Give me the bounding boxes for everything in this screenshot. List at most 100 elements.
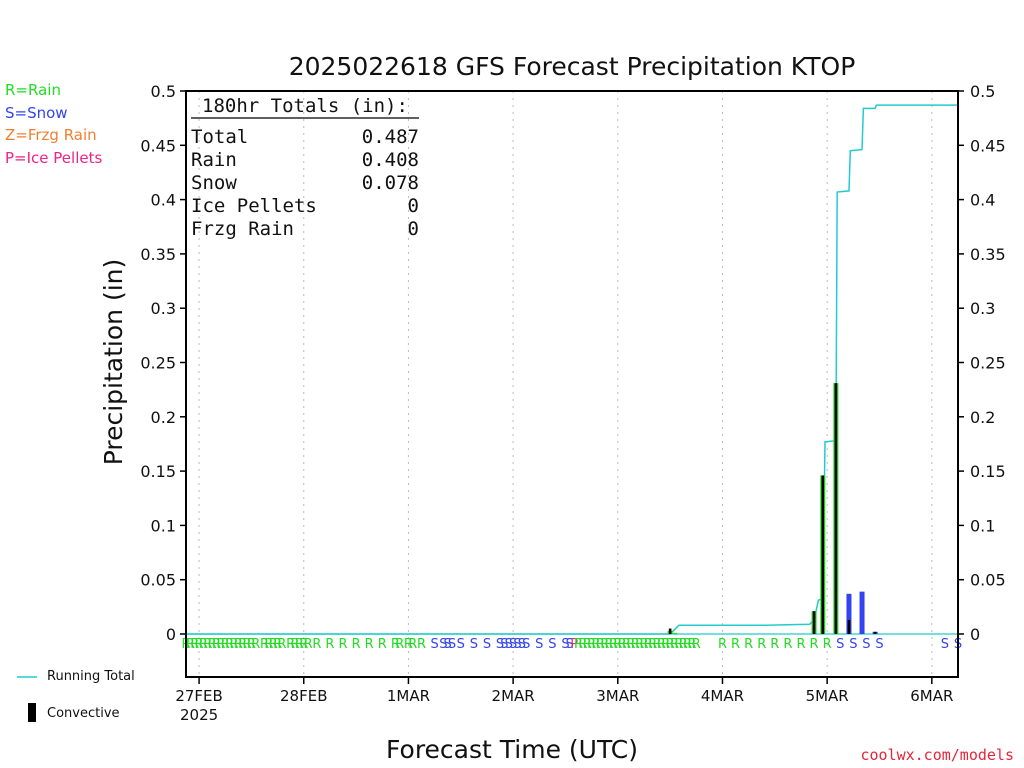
precip-type-marker: S <box>448 637 456 652</box>
legend-frzg-rain: Z=Frzg Rain <box>5 126 97 144</box>
y-tick-label-right: 0.45 <box>970 136 1006 155</box>
precip-type-marker: R <box>378 637 387 652</box>
precip-type-marker: R <box>395 637 404 652</box>
precip-type-marker: S <box>836 637 844 652</box>
x-tick-label: 3MAR <box>596 687 639 705</box>
y-tick-label-left: 0 <box>166 625 176 644</box>
precip-bar <box>846 593 852 634</box>
precip-type-marker: R <box>251 637 260 652</box>
precip-type-marker: S <box>522 637 530 652</box>
precip-type-marker: R <box>417 637 426 652</box>
totals-row-value: 0.408 <box>362 149 419 171</box>
x-tick-label: 5MAR <box>806 687 849 705</box>
precip-type-marker: S <box>941 637 949 652</box>
precip-type-marker: S <box>849 637 857 652</box>
precip-type-marker: R <box>221 637 230 652</box>
precip-type-marker: R <box>731 637 740 652</box>
precip-type-marker: R <box>312 637 321 652</box>
x-tick-sublabel: 2025 <box>180 706 218 724</box>
precip-type-marker: R <box>408 637 417 652</box>
precip-type-marker: S <box>500 637 508 652</box>
plot-area-frame <box>185 90 959 678</box>
convective-bar <box>834 383 838 634</box>
precip-type-marker: R <box>596 637 605 652</box>
precip-type-marker: S <box>457 637 465 652</box>
legend-running-total: Running Total <box>47 669 135 684</box>
precip-type-marker: R <box>657 637 666 652</box>
legend-ice-pellets: P=Ice Pellets <box>5 149 103 167</box>
precip-type-marker: R <box>574 637 583 652</box>
precip-type-marker: R <box>391 637 400 652</box>
precip-type-marker: R <box>687 637 696 652</box>
x-tick-label: 28FEB <box>280 687 327 705</box>
precip-type-marker: R <box>823 637 832 652</box>
precip-type-marker: R <box>295 637 304 652</box>
precip-type-marker: R <box>269 637 278 652</box>
precip-type-marker: R <box>618 637 627 652</box>
x-tick-label: 6MAR <box>910 687 953 705</box>
precip-type-marker: S <box>548 637 556 652</box>
precip-type-marker: S <box>566 637 574 652</box>
y-tick-label-left: 0.25 <box>140 354 176 373</box>
precip-type-marker: R <box>365 637 374 652</box>
totals-row-label: Frzg Rain <box>191 218 294 240</box>
totals-row-value: 0.078 <box>362 172 419 194</box>
precip-type-marker: R <box>631 637 640 652</box>
precip-type-marker: R <box>291 637 300 652</box>
precip-type-marker: R <box>212 637 221 652</box>
totals-row-value: 0 <box>408 195 419 217</box>
y-tick-label-right: 0.4 <box>970 191 995 210</box>
y-tick-label-left: 0.15 <box>140 462 176 481</box>
precip-type-marker: S <box>444 637 452 652</box>
precip-type-marker: R <box>796 637 805 652</box>
precip-type-marker: S <box>535 637 543 652</box>
running-total-line <box>186 104 958 635</box>
precip-type-marker: R <box>203 637 212 652</box>
precip-type-marker: R <box>661 637 670 652</box>
precip-type-marker: S <box>430 637 438 652</box>
precip-type-marker: R <box>644 637 653 652</box>
precip-type-marker: R <box>783 637 792 652</box>
y-tick-label-left: 0.4 <box>151 191 176 210</box>
x-tick-label: 2MAR <box>492 687 535 705</box>
x-tick-label: 1MAR <box>387 687 430 705</box>
precip-type-marker: R <box>683 637 692 652</box>
precip-type-marker: R <box>648 637 657 652</box>
running-total-layer <box>186 104 958 635</box>
precip-type-marker: R <box>587 637 596 652</box>
chart-title: 2025022618 GFS Forecast Precipitation KT… <box>289 52 856 81</box>
y-tick-label-right: 0.15 <box>970 462 1006 481</box>
precip-bar <box>859 591 865 634</box>
y-tick-label-left: 0.35 <box>140 245 176 264</box>
precip-type-marker: R <box>286 637 295 652</box>
x-axis-label: Forecast Time (UTC) <box>386 735 638 764</box>
precip-type-marker: R <box>229 637 238 652</box>
y-tick-label-right: 0.1 <box>970 516 995 535</box>
precip-type-marker: R <box>613 637 622 652</box>
precip-type-marker: S <box>561 637 569 652</box>
precip-type-marker: R <box>243 637 252 652</box>
source-credit: coolwx.com/models <box>860 746 1014 764</box>
precip-type-marker: R <box>635 637 644 652</box>
precip-type-marker: S <box>470 637 478 652</box>
precip-type-marker: R <box>770 637 779 652</box>
precip-type-marker: S <box>509 637 517 652</box>
precip-type-marker: R <box>653 637 662 652</box>
convective-bar <box>668 628 672 634</box>
precip-type-marker: S <box>862 637 870 652</box>
legend-snow: S=Snow <box>5 104 68 122</box>
precip-type-marker: R <box>583 637 592 652</box>
precip-type-marker: S <box>439 637 447 652</box>
x-tick-label: 27FEB <box>175 687 222 705</box>
totals-row-label: Rain <box>191 149 237 171</box>
y-tick-label-left: 0.2 <box>151 408 176 427</box>
totals-row-label: Snow <box>191 172 237 194</box>
precip-type-marker: R <box>622 637 631 652</box>
precip-type-marker: R <box>186 637 195 652</box>
convective-bar <box>847 619 851 634</box>
precip-type-marker: R <box>600 637 609 652</box>
legend-convective: Convective <box>47 706 120 721</box>
convective-bar <box>812 611 816 634</box>
